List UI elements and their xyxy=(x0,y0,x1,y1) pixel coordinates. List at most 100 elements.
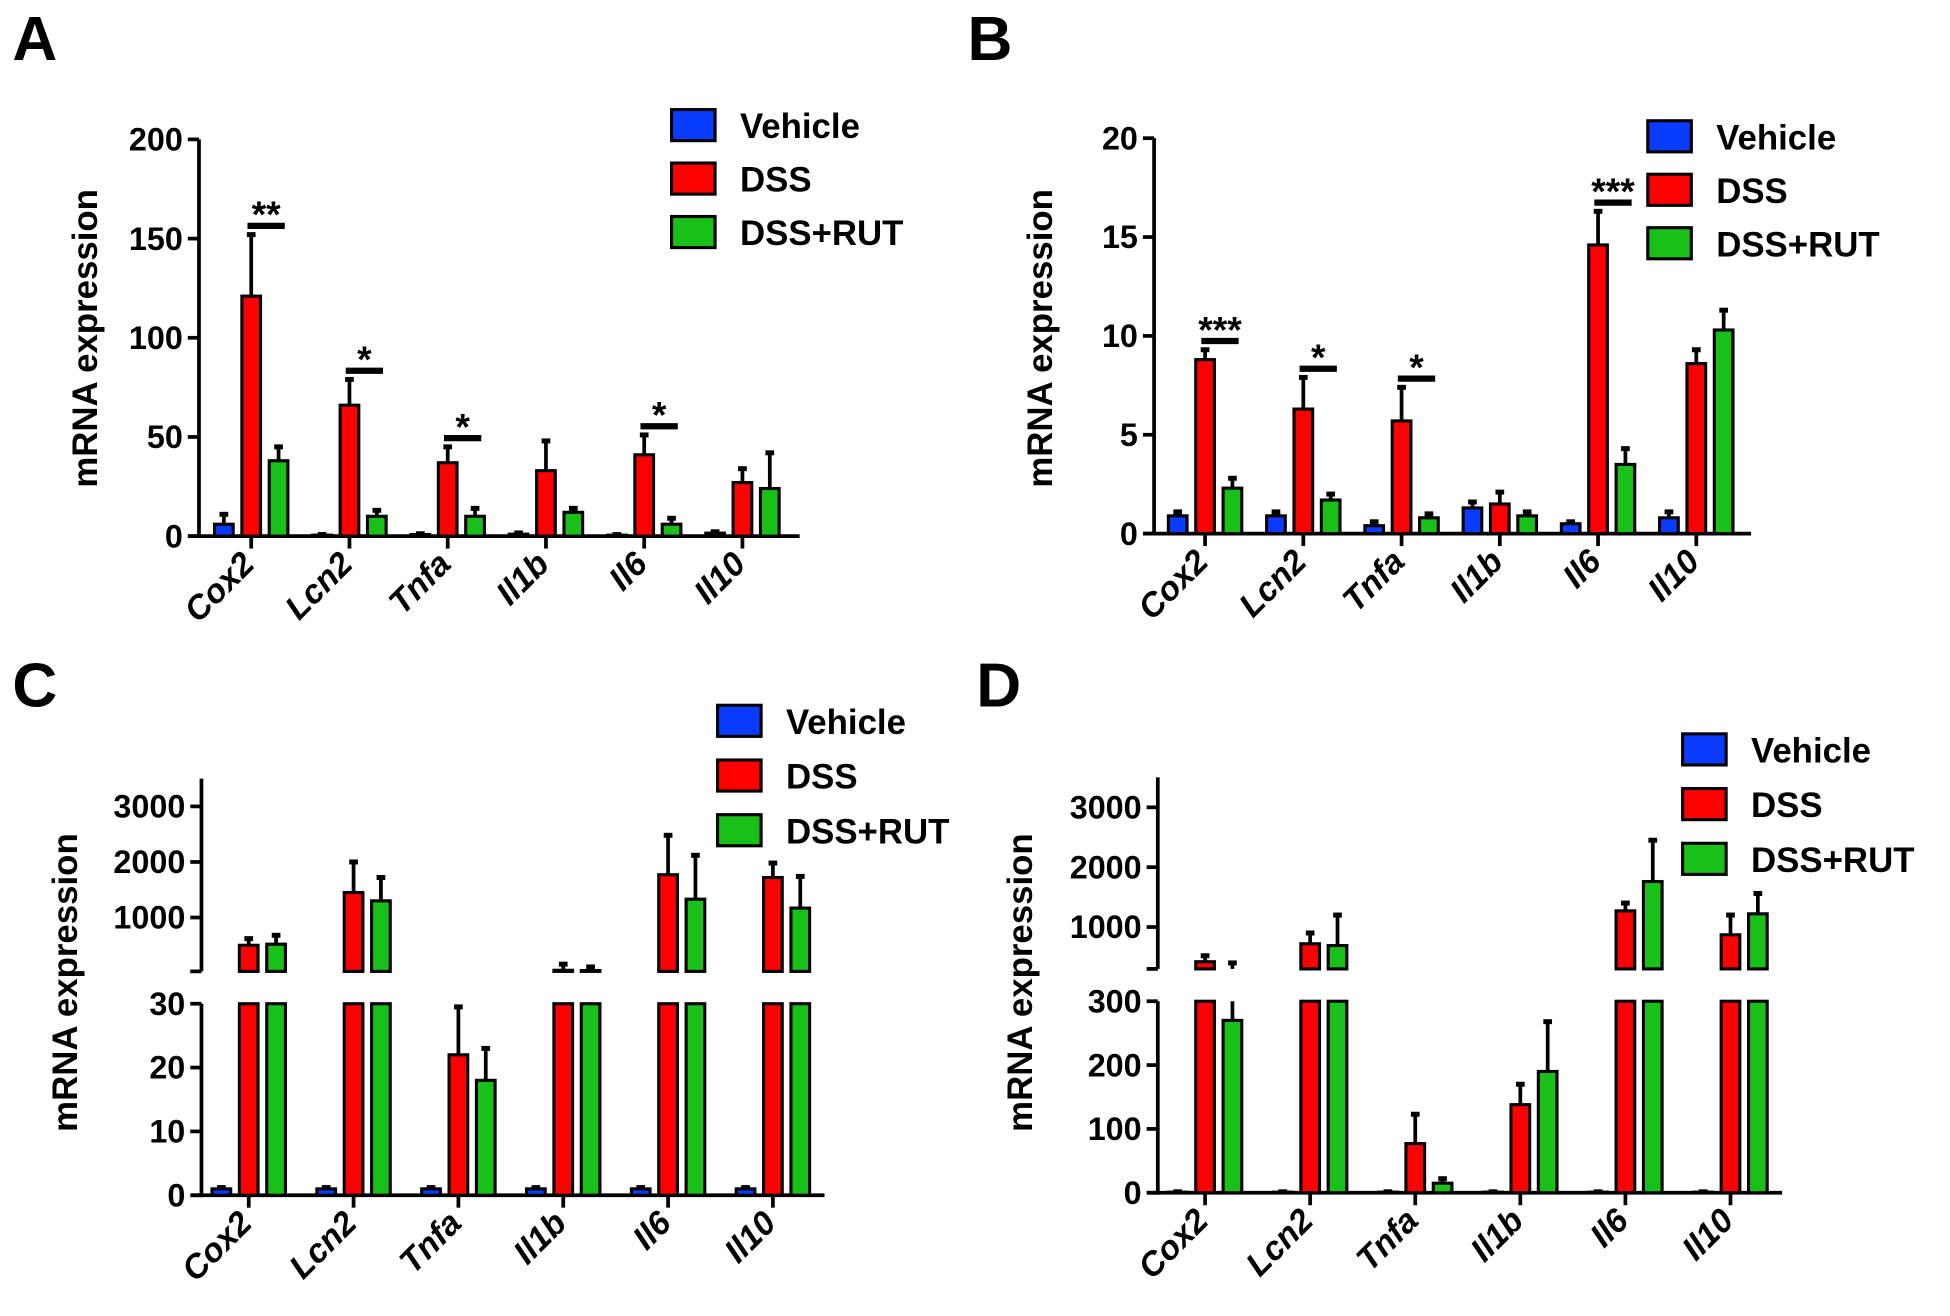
bar-dss-rut-cox2 xyxy=(267,459,290,538)
y-tick-label: 3000 xyxy=(1070,790,1142,826)
bar-dss-cox2 xyxy=(1194,358,1216,536)
legend-swatch-vehicle xyxy=(1646,119,1693,154)
bar-dss-cox2 xyxy=(1194,999,1216,1195)
bar-dss-lcn2 xyxy=(1292,407,1315,536)
bar-dss-rut-il10 xyxy=(1746,912,1769,971)
x-tick-label: Tnfa xyxy=(382,545,458,621)
bar-dss-rut-tnfa xyxy=(474,1078,497,1197)
legend-label: DSS+RUT xyxy=(1716,225,1879,264)
legend-swatch-dss-rut xyxy=(670,214,717,250)
bar-dss-rut-cox2 xyxy=(265,1002,287,1197)
y-tick-label: 100 xyxy=(129,320,183,356)
bar-dss-rut-lcn2 xyxy=(370,899,392,973)
bar-dss-il10 xyxy=(1719,933,1742,971)
y-axis-label: mRNA expression xyxy=(1021,189,1060,488)
bar-dss-rut-il1b xyxy=(579,1002,602,1197)
x-tick-label: Il1b xyxy=(490,545,557,612)
significance-label: * xyxy=(357,338,372,380)
bar-dss-rut-il6 xyxy=(1614,462,1637,536)
legend-label: Vehicle xyxy=(1751,731,1871,770)
y-tick-label: 2000 xyxy=(113,844,185,880)
legend-label: DSS xyxy=(1716,172,1788,211)
x-tick-label: Tnfa xyxy=(1350,1202,1426,1278)
bar-dss-il1b xyxy=(552,1002,575,1197)
significance-label: ** xyxy=(252,193,282,235)
legend-swatch-dss xyxy=(1646,172,1693,207)
y-tick-label: 200 xyxy=(129,122,183,158)
x-tick-label: Lcn2 xyxy=(1232,543,1314,625)
bar-dss-rut-il1b xyxy=(1516,514,1539,536)
bar-dss-il6 xyxy=(1614,909,1637,971)
bar-dss-rut-il10 xyxy=(758,486,781,538)
x-tick-label: Cox2 xyxy=(1132,543,1216,627)
bar-vehicle-lcn2 xyxy=(1265,514,1287,536)
y-tick-label: 30 xyxy=(149,986,185,1022)
panel-letter: B xyxy=(968,5,1013,74)
y-tick-label: 200 xyxy=(1088,1047,1142,1083)
y-tick-label: 2000 xyxy=(1070,849,1142,885)
legend-swatch-vehicle xyxy=(670,108,717,143)
bar-dss-il6 xyxy=(657,873,679,973)
panel-letter: D xyxy=(976,652,1021,721)
legend-label: DSS+RUT xyxy=(740,214,903,253)
bar-dss-rut-lcn2 xyxy=(1326,944,1349,971)
x-tick-label: Il6 xyxy=(1583,1202,1636,1255)
x-tick-label: Il10 xyxy=(1641,543,1707,609)
bar-dss-il1b xyxy=(552,968,575,973)
bar-dss-rut-cox2 xyxy=(265,942,287,973)
x-tick-label: Il10 xyxy=(1675,1202,1741,1268)
bar-dss-il10 xyxy=(762,875,784,973)
bar-dss-il6 xyxy=(633,453,656,538)
bar-dss-rut-tnfa xyxy=(1418,516,1440,536)
significance-label: * xyxy=(455,405,470,447)
bar-dss-rut-cox2 xyxy=(1221,486,1244,536)
x-tick-label: Il6 xyxy=(602,545,655,598)
bar-dss-lcn2 xyxy=(1299,999,1322,1195)
legend-label: Vehicle xyxy=(1716,118,1836,157)
panel-letter: A xyxy=(12,5,57,74)
x-tick-label: Il1b xyxy=(507,1205,574,1272)
y-tick-label: 20 xyxy=(1102,120,1138,156)
x-tick-label: Cox2 xyxy=(1132,1202,1216,1286)
legend-swatch-vehicle xyxy=(716,703,763,738)
bar-dss-cox2 xyxy=(237,943,260,973)
bar-dss-cox2 xyxy=(237,1002,260,1197)
significance-label: * xyxy=(652,394,667,436)
legend-swatch-vehicle xyxy=(1681,732,1728,767)
y-axis-label: mRNA expression xyxy=(1001,833,1040,1132)
bar-dss-il1b xyxy=(535,469,557,538)
bar-dss-rut-lcn2 xyxy=(365,514,388,538)
bar-dss-rut-il10 xyxy=(1712,328,1735,536)
x-tick-label: Il1b xyxy=(1464,1202,1531,1269)
y-tick-label: 10 xyxy=(149,1114,185,1150)
legend-swatch-dss xyxy=(716,758,763,793)
significance-label: * xyxy=(1409,346,1424,388)
legend-swatch-dss xyxy=(1681,787,1728,822)
bar-dss-rut-il10 xyxy=(789,1002,812,1197)
y-tick-label: 20 xyxy=(149,1050,185,1086)
bar-dss-il1b xyxy=(1509,1103,1532,1195)
y-tick-label: 1000 xyxy=(113,900,185,936)
y-tick-label: 0 xyxy=(165,518,183,554)
x-tick-label: Il10 xyxy=(687,545,753,611)
bar-vehicle-il1b xyxy=(1461,506,1484,536)
legend-label: DSS xyxy=(786,758,858,797)
x-tick-label: Lcn2 xyxy=(1239,1202,1321,1284)
bar-dss-il10 xyxy=(1685,362,1708,536)
x-tick-label: Tnfa xyxy=(1336,543,1412,619)
x-tick-label: Tnfa xyxy=(393,1205,469,1281)
legend-swatch-dss-rut xyxy=(1646,226,1693,261)
legend-label: DSS+RUT xyxy=(786,812,949,851)
bar-dss-rut-il6 xyxy=(660,522,683,538)
y-tick-label: 0 xyxy=(167,1177,185,1213)
y-tick-label: 100 xyxy=(1088,1111,1142,1147)
y-tick-label: 0 xyxy=(1120,516,1138,552)
bar-dss-il10 xyxy=(1719,999,1742,1195)
bar-vehicle-cox2 xyxy=(212,522,235,538)
x-tick-label: Lcn2 xyxy=(279,545,361,627)
legend-swatch-dss xyxy=(670,161,717,196)
bar-dss-rut-il6 xyxy=(1641,999,1664,1195)
